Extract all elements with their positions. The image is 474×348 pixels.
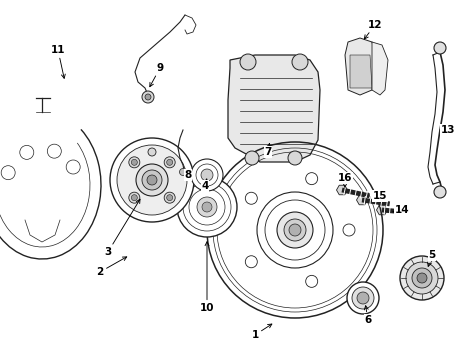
Text: 1: 1	[251, 324, 272, 340]
Circle shape	[352, 287, 374, 309]
Circle shape	[246, 192, 257, 204]
Circle shape	[129, 157, 140, 168]
Text: 13: 13	[440, 125, 455, 135]
Circle shape	[284, 219, 306, 241]
Circle shape	[164, 192, 175, 203]
Text: 11: 11	[51, 45, 65, 78]
Text: 8: 8	[184, 170, 191, 180]
Text: 4: 4	[201, 179, 209, 191]
Text: 16: 16	[338, 173, 352, 187]
Circle shape	[20, 145, 34, 159]
Circle shape	[347, 282, 379, 314]
Circle shape	[292, 54, 308, 70]
Text: 7: 7	[264, 143, 272, 157]
Circle shape	[434, 186, 446, 198]
Text: 14: 14	[393, 205, 410, 215]
Text: 2: 2	[96, 257, 127, 277]
Text: 10: 10	[200, 242, 214, 313]
Circle shape	[47, 144, 61, 158]
Circle shape	[245, 151, 259, 165]
Circle shape	[343, 224, 355, 236]
Circle shape	[142, 91, 154, 103]
Circle shape	[131, 195, 137, 201]
Polygon shape	[228, 55, 320, 162]
Circle shape	[277, 212, 313, 248]
Circle shape	[306, 173, 318, 185]
Circle shape	[197, 197, 217, 217]
Polygon shape	[345, 38, 375, 95]
Circle shape	[434, 42, 446, 54]
Circle shape	[110, 138, 194, 222]
Circle shape	[164, 157, 175, 168]
Polygon shape	[372, 42, 388, 95]
Circle shape	[129, 192, 140, 203]
Circle shape	[131, 159, 137, 165]
Circle shape	[288, 151, 302, 165]
Text: 9: 9	[150, 63, 164, 87]
Circle shape	[191, 159, 223, 191]
Circle shape	[148, 148, 156, 156]
Circle shape	[357, 292, 369, 304]
FancyBboxPatch shape	[175, 166, 191, 179]
Circle shape	[117, 145, 187, 215]
Circle shape	[136, 164, 168, 196]
Text: 12: 12	[365, 20, 382, 39]
Circle shape	[289, 224, 301, 236]
Circle shape	[66, 160, 80, 174]
Circle shape	[145, 94, 151, 100]
Circle shape	[246, 256, 257, 268]
Circle shape	[202, 202, 212, 212]
Circle shape	[240, 54, 256, 70]
Circle shape	[412, 268, 432, 288]
Circle shape	[201, 169, 213, 181]
Text: 3: 3	[104, 199, 140, 257]
Circle shape	[167, 159, 173, 165]
Circle shape	[180, 168, 186, 175]
Circle shape	[177, 177, 237, 237]
Text: 6: 6	[365, 306, 372, 325]
Circle shape	[400, 256, 444, 300]
Circle shape	[306, 275, 318, 287]
Circle shape	[142, 170, 162, 190]
Text: 15: 15	[373, 191, 387, 201]
Polygon shape	[350, 55, 372, 88]
Text: 5: 5	[428, 250, 436, 267]
Circle shape	[167, 195, 173, 201]
Circle shape	[1, 166, 15, 180]
Circle shape	[147, 175, 157, 185]
Circle shape	[406, 262, 438, 294]
Circle shape	[417, 273, 427, 283]
